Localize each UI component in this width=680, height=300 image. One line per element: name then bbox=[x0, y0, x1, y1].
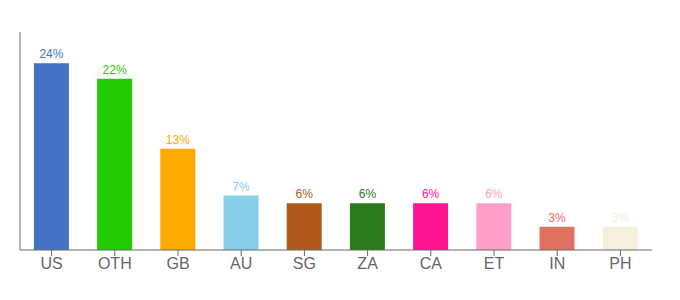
svg-text:6%: 6% bbox=[296, 187, 314, 201]
svg-text:US: US bbox=[40, 255, 62, 272]
svg-text:ET: ET bbox=[484, 255, 505, 272]
svg-text:AU: AU bbox=[230, 255, 252, 272]
svg-text:7%: 7% bbox=[232, 180, 250, 194]
svg-text:CA: CA bbox=[420, 255, 443, 272]
svg-text:IN: IN bbox=[549, 255, 565, 272]
svg-text:3%: 3% bbox=[612, 211, 630, 225]
svg-text:OTH: OTH bbox=[98, 255, 132, 272]
svg-text:22%: 22% bbox=[103, 63, 127, 77]
svg-text:6%: 6% bbox=[485, 187, 503, 201]
svg-text:6%: 6% bbox=[422, 187, 440, 201]
svg-text:SG: SG bbox=[293, 255, 316, 272]
svg-text:ZA: ZA bbox=[357, 255, 378, 272]
svg-text:3%: 3% bbox=[548, 211, 566, 225]
svg-text:6%: 6% bbox=[359, 187, 377, 201]
svg-text:13%: 13% bbox=[166, 133, 190, 147]
svg-text:PH: PH bbox=[609, 255, 631, 272]
svg-text:GB: GB bbox=[166, 255, 189, 272]
svg-text:24%: 24% bbox=[39, 47, 63, 61]
